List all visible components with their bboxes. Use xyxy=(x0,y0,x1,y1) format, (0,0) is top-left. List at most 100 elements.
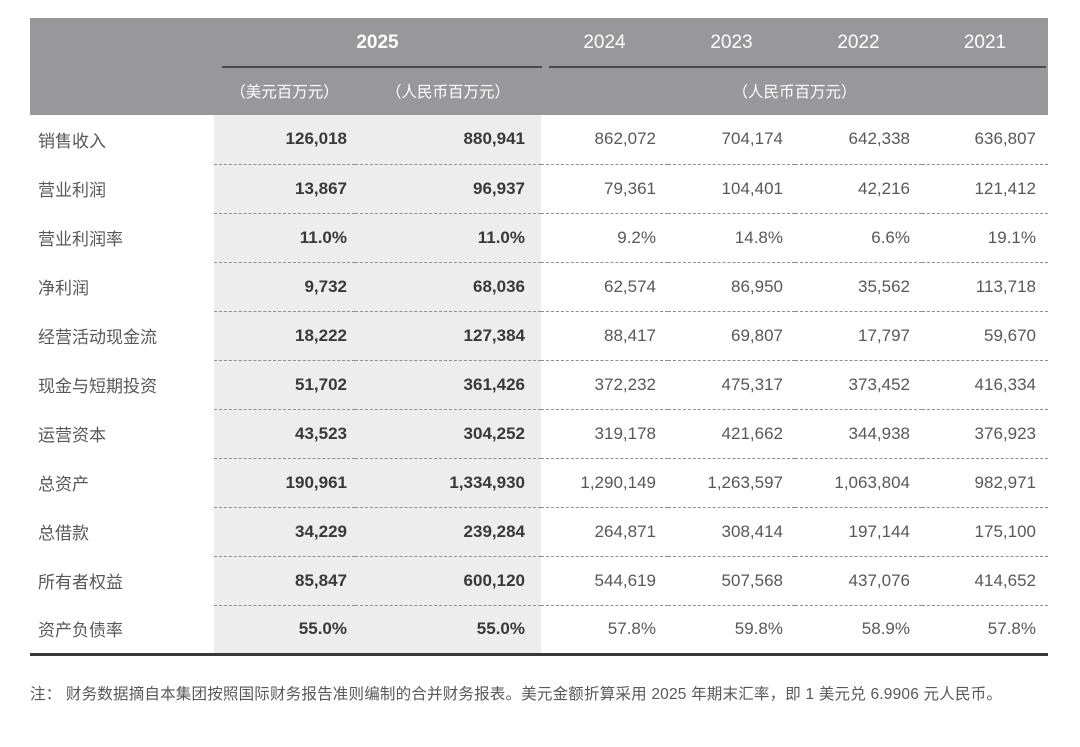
footnote: 注： 财务数据摘自本集团按照国际财务报告准则编制的合并财务报表。美元金额折算采用… xyxy=(30,685,1003,703)
cell-2023: 507,568 xyxy=(668,555,795,605)
cell-2024: 1,290,149 xyxy=(541,457,668,507)
cell-rmb: 11.0% xyxy=(355,212,541,262)
cell-usd: 126,018 xyxy=(214,115,355,164)
header-year-2025: 2025 xyxy=(214,18,541,67)
cell-2021: 19.1% xyxy=(922,212,1048,262)
cell-usd: 9,732 xyxy=(214,261,355,311)
financial-summary-table: 2025 2024 2023 2022 2021 （美元百万元） （人民币百万元… xyxy=(30,18,1048,656)
cell-2024: 544,619 xyxy=(541,555,668,605)
cell-rmb: 96,937 xyxy=(355,163,541,213)
cell-2021: 376,923 xyxy=(922,408,1048,458)
row-label: 运营资本 xyxy=(38,426,106,445)
cell-2021: 59,670 xyxy=(922,310,1048,360)
unit-header-row: （美元百万元） （人民币百万元） （人民币百万元） xyxy=(30,67,1048,115)
cell-2024: 62,574 xyxy=(541,261,668,311)
table-row-liability-ratio: 资产负债率 55.0% 55.0% 57.8% 59.8% 58.9% 57.8… xyxy=(30,604,1048,654)
row-label: 营业利润 xyxy=(38,181,106,200)
cell-2024: 57.8% xyxy=(541,604,668,654)
cell-usd: 190,961 xyxy=(214,457,355,507)
cell-2024: 319,178 xyxy=(541,408,668,458)
cell-rmb: 239,284 xyxy=(355,506,541,556)
cell-usd: 13,867 xyxy=(214,163,355,213)
cell-2022: 197,144 xyxy=(795,506,922,556)
header-year-2024: 2024 xyxy=(541,18,668,67)
financial-summary-page: 2025 2024 2023 2022 2021 （美元百万元） （人民币百万元… xyxy=(0,18,1080,747)
row-label: 所有者权益 xyxy=(38,573,123,592)
cell-2023: 1,263,597 xyxy=(668,457,795,507)
cell-2021: 414,652 xyxy=(922,555,1048,605)
cell-2023: 59.8% xyxy=(668,604,795,654)
cell-usd: 43,523 xyxy=(214,408,355,458)
cell-usd: 34,229 xyxy=(214,506,355,556)
cell-rmb: 304,252 xyxy=(355,408,541,458)
cell-2021: 982,971 xyxy=(922,457,1048,507)
cell-2022: 1,063,804 xyxy=(795,457,922,507)
header-corner-blank xyxy=(30,18,214,67)
table-row-revenue: 销售收入 126,018 880,941 862,072 704,174 642… xyxy=(30,115,1048,164)
cell-2023: 14.8% xyxy=(668,212,795,262)
cell-2023: 421,662 xyxy=(668,408,795,458)
cell-2024: 372,232 xyxy=(541,359,668,409)
table-row-working-capital: 运营资本 43,523 304,252 319,178 421,662 344,… xyxy=(30,408,1048,458)
cell-usd: 11.0% xyxy=(214,212,355,262)
cell-2022: 373,452 xyxy=(795,359,922,409)
cell-2023: 704,174 xyxy=(721,129,783,149)
cell-2022: 437,076 xyxy=(795,555,922,605)
header-unit-rmb-right: （人民币百万元） xyxy=(541,67,1048,115)
cell-2022: 344,938 xyxy=(795,408,922,458)
row-label: 总资产 xyxy=(38,475,89,494)
cell-2021: 416,334 xyxy=(922,359,1048,409)
cell-2024: 9.2% xyxy=(541,212,668,262)
row-label: 营业利润率 xyxy=(38,230,123,249)
row-label: 现金与短期投资 xyxy=(38,377,157,396)
financial-summary-table-wrap: 2025 2024 2023 2022 2021 （美元百万元） （人民币百万元… xyxy=(30,18,1048,656)
cell-2023: 104,401 xyxy=(668,163,795,213)
header-underline-2025 xyxy=(222,66,542,68)
cell-2021: 57.8% xyxy=(922,604,1048,654)
cell-2022: 642,338 xyxy=(848,129,910,149)
cell-2022: 6.6% xyxy=(795,212,922,262)
cell-2021: 636,807 xyxy=(974,129,1036,149)
cell-rmb: 600,120 xyxy=(355,555,541,605)
table-body: 销售收入 126,018 880,941 862,072 704,174 642… xyxy=(30,115,1048,654)
cell-2023: 475,317 xyxy=(668,359,795,409)
header-unit-blank xyxy=(30,67,214,115)
cell-rmb: 1,334,930 xyxy=(355,457,541,507)
table-row-cash-short-term-investments: 现金与短期投资 51,702 361,426 372,232 475,317 3… xyxy=(30,359,1048,409)
cell-2022: 58.9% xyxy=(795,604,922,654)
cell-rmb: 127,384 xyxy=(355,310,541,360)
cell-2022: 42,216 xyxy=(795,163,922,213)
cell-2021: 121,412 xyxy=(922,163,1048,213)
table-row-operating-profit: 营业利润 13,867 96,937 79,361 104,401 42,216… xyxy=(30,163,1048,213)
cell-usd: 51,702 xyxy=(214,359,355,409)
cell-2021: 175,100 xyxy=(922,506,1048,556)
cell-rmb: 55.0% xyxy=(355,604,541,654)
table-header: 2025 2024 2023 2022 2021 （美元百万元） （人民币百万元… xyxy=(30,18,1048,115)
row-label: 资产负债率 xyxy=(38,621,123,641)
cell-usd: 85,847 xyxy=(214,555,355,605)
table-row-operating-cash-flow: 经营活动现金流 18,222 127,384 88,417 69,807 17,… xyxy=(30,310,1048,360)
cell-2022: 17,797 xyxy=(795,310,922,360)
table-row-total-assets: 总资产 190,961 1,334,930 1,290,149 1,263,59… xyxy=(30,457,1048,507)
header-year-2023: 2023 xyxy=(668,18,795,67)
cell-2024: 88,417 xyxy=(541,310,668,360)
row-label: 净利润 xyxy=(38,279,89,298)
cell-2024: 264,871 xyxy=(541,506,668,556)
header-underline-prior-years xyxy=(549,66,1046,68)
cell-2023: 86,950 xyxy=(668,261,795,311)
cell-2024: 79,361 xyxy=(541,163,668,213)
cell-rmb: 68,036 xyxy=(355,261,541,311)
cell-2022: 35,562 xyxy=(795,261,922,311)
cell-2023: 69,807 xyxy=(668,310,795,360)
cell-usd: 55.0% xyxy=(214,604,355,654)
cell-2024: 862,072 xyxy=(594,129,656,149)
cell-usd: 18,222 xyxy=(214,310,355,360)
row-label: 销售收入 xyxy=(38,132,106,151)
cell-2021: 113,718 xyxy=(922,261,1048,311)
cell-2023: 308,414 xyxy=(668,506,795,556)
table-row-operating-margin: 营业利润率 11.0% 11.0% 9.2% 14.8% 6.6% 19.1% xyxy=(30,212,1048,262)
header-unit-usd: （美元百万元） xyxy=(214,67,355,115)
year-header-row: 2025 2024 2023 2022 2021 xyxy=(30,18,1048,67)
row-label: 经营活动现金流 xyxy=(38,328,157,347)
table-row-owners-equity: 所有者权益 85,847 600,120 544,619 507,568 437… xyxy=(30,555,1048,605)
